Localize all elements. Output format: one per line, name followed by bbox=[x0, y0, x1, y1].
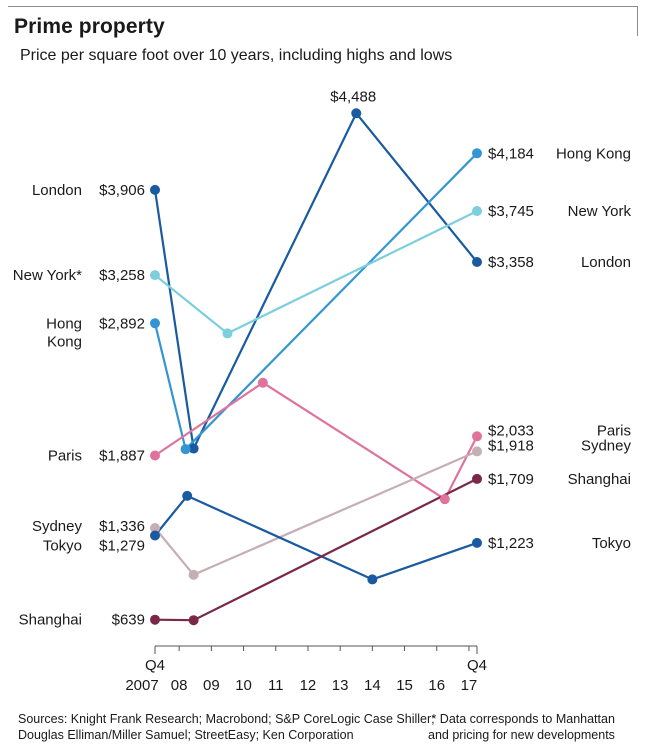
start-value-label: $3,258 bbox=[99, 267, 145, 284]
data-point bbox=[188, 443, 199, 454]
end-name-label: Paris bbox=[597, 422, 631, 439]
data-point bbox=[351, 108, 362, 119]
x-tick-label: 14 bbox=[364, 677, 381, 694]
data-point bbox=[180, 444, 191, 455]
sources-line: Sources: Knight Frank Research; Macrobon… bbox=[18, 712, 435, 726]
data-point bbox=[188, 615, 199, 626]
start-name-label: Shanghai bbox=[19, 612, 82, 629]
series-points bbox=[150, 108, 482, 626]
x-axis: Q4 2007 08 09 10 11 12 13 14 15 16 17 Q4 bbox=[125, 645, 487, 694]
start-name-label: Hong bbox=[46, 315, 82, 332]
peak-value-label: $4,488 bbox=[330, 88, 376, 105]
data-point bbox=[472, 431, 482, 442]
x-tick-label: 12 bbox=[300, 677, 317, 694]
x-tick-label: 15 bbox=[396, 677, 413, 694]
end-value-label: $2,033 bbox=[488, 422, 534, 439]
frame-rule-corner bbox=[637, 6, 638, 36]
series-line bbox=[153, 112, 478, 450]
series-line bbox=[154, 494, 478, 581]
x-tick-label: 2007 bbox=[125, 677, 158, 694]
x-tick-label: 08 bbox=[171, 677, 188, 694]
data-point bbox=[182, 490, 193, 501]
chart-subtitle: Price per square foot over 10 years, inc… bbox=[20, 47, 453, 64]
end-value-label: $1,918 bbox=[488, 437, 534, 454]
sources-line: Douglas Elliman/Miller Samuel; StreetEas… bbox=[18, 728, 354, 742]
data-point bbox=[257, 377, 268, 388]
data-point bbox=[367, 574, 378, 585]
series-labels: $3,906 London $3,358 London $4,488 $2,892 Hong… bbox=[13, 88, 632, 628]
start-name-label: Tokyo bbox=[43, 537, 82, 554]
start-name-label: Kong bbox=[47, 333, 82, 350]
series-line bbox=[154, 381, 478, 501]
x-tick-label: 10 bbox=[235, 677, 252, 694]
end-name-label: Sydney bbox=[581, 437, 632, 454]
data-point bbox=[188, 569, 199, 580]
start-value-label: $2,892 bbox=[99, 315, 145, 332]
start-name-label: London bbox=[32, 182, 82, 199]
x-tick-label: 17 bbox=[461, 677, 478, 694]
start-name-label: Paris bbox=[48, 448, 82, 465]
end-name-label: Tokyo bbox=[592, 535, 631, 552]
end-name-label: Shanghai bbox=[568, 471, 631, 488]
series-line bbox=[154, 477, 478, 622]
end-value-label: $4,184 bbox=[488, 145, 534, 162]
data-point bbox=[150, 318, 160, 329]
end-name-label: London bbox=[581, 254, 631, 271]
data-point bbox=[472, 473, 482, 484]
footnote-line: and pricing for new developments bbox=[428, 728, 615, 742]
sources-note: Sources: Knight Frank Research; Macrobon… bbox=[18, 711, 435, 743]
data-point bbox=[472, 256, 482, 267]
frame-rule bbox=[8, 6, 638, 7]
x-tick-label: 13 bbox=[332, 677, 349, 694]
x-tick-label: 11 bbox=[268, 677, 284, 694]
data-point bbox=[150, 614, 160, 625]
series-lines bbox=[153, 112, 478, 622]
data-point bbox=[472, 537, 482, 548]
start-value-label: $3,906 bbox=[99, 182, 145, 199]
data-point bbox=[472, 148, 482, 159]
series-line bbox=[154, 210, 478, 335]
x-tick-label: 16 bbox=[428, 677, 445, 694]
data-point bbox=[472, 446, 482, 457]
data-point bbox=[150, 530, 160, 541]
end-value-label: $1,223 bbox=[488, 535, 534, 552]
data-point bbox=[150, 270, 160, 281]
series-line bbox=[154, 450, 478, 576]
end-value-label: $1,709 bbox=[488, 471, 534, 488]
footnote-line: * Data corresponds to Manhattan bbox=[431, 712, 615, 726]
start-value-label: $639 bbox=[112, 612, 145, 629]
x-tick-label: Q4 bbox=[467, 657, 487, 674]
data-point bbox=[472, 206, 482, 217]
start-value-label: $1,279 bbox=[99, 537, 145, 554]
footnote: * Data corresponds to Manhattan and pric… bbox=[428, 711, 615, 743]
end-name-label: Hong Kong bbox=[556, 145, 631, 162]
data-point bbox=[150, 522, 160, 533]
data-point bbox=[150, 450, 160, 461]
x-tick-label: Q4 bbox=[145, 657, 165, 674]
start-name-label: Sydney bbox=[32, 518, 83, 535]
start-name-label: New York* bbox=[13, 267, 82, 284]
start-value-label: $1,336 bbox=[99, 518, 145, 535]
start-value-label: $1,887 bbox=[99, 448, 145, 465]
data-point bbox=[222, 328, 233, 339]
x-tick-label: 09 bbox=[203, 677, 220, 694]
end-name-label: New York bbox=[568, 203, 632, 220]
end-value-label: $3,745 bbox=[488, 203, 534, 220]
chart-title: Prime property bbox=[14, 15, 165, 38]
data-point bbox=[150, 184, 160, 195]
data-point bbox=[439, 494, 450, 505]
end-value-label: $3,358 bbox=[488, 254, 534, 271]
